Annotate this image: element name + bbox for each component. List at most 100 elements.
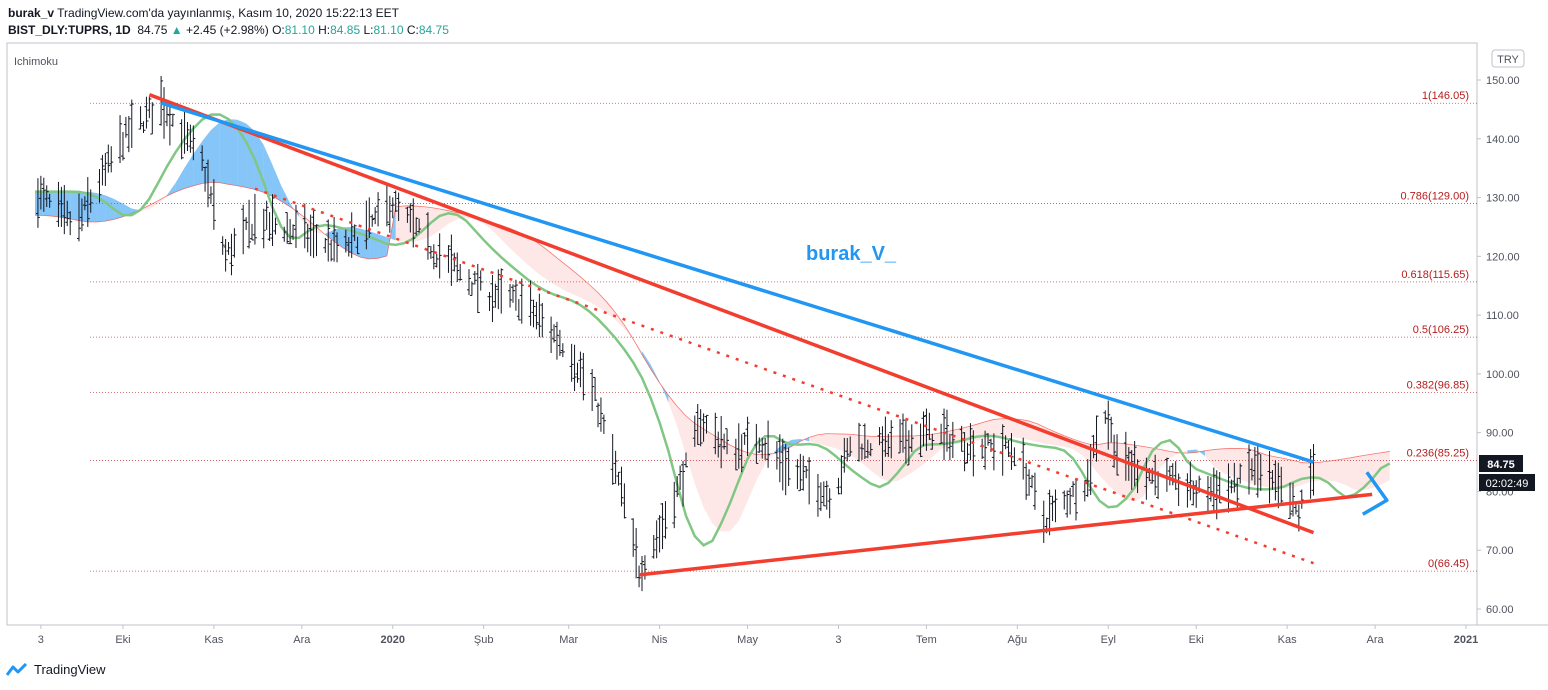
ohlc-bar: [927, 412, 932, 440]
ohlc-bar: [575, 362, 580, 383]
symbol-name[interactable]: BIST_DLY:TUPRS, 1D: [8, 23, 131, 37]
cloud-bear-segment: [158, 195, 167, 205]
ohlc-bar: [549, 316, 554, 354]
currency-badge-box[interactable]: [1491, 49, 1525, 68]
cloud-bull-segment: [202, 130, 211, 184]
ohlc-bar: [939, 423, 944, 445]
cloud-bear-segment: [712, 434, 722, 532]
cloud-bull-segment: [650, 364, 660, 383]
ohlc-bar: [252, 193, 257, 245]
ohlc-bar: [41, 177, 46, 212]
ohlc-bar: [1273, 460, 1278, 501]
x-tick-label: Ağu: [1008, 634, 1028, 646]
time-axis[interactable]: 3 Eki Kas Ara 2020 Şub Mar Nis May 3 Tem Ağu Eyl Eki K…: [38, 625, 1478, 646]
publish-info: burak_v TradingView.com'da yayınlanmış, …: [8, 6, 399, 20]
ohlc-bar: [692, 415, 697, 447]
ohlc-bar: [1030, 474, 1035, 489]
cloud-bear-segment: [510, 228, 519, 257]
ohlc-bar: [232, 228, 237, 258]
ohlc-bar: [106, 144, 111, 173]
ohlc-bar: [455, 252, 460, 282]
trend-line-red-dotted[interactable]: [254, 187, 1314, 565]
cloud-bull-segment: [369, 231, 379, 260]
ohlc-bar: [68, 211, 73, 236]
close-label: C:: [406, 23, 419, 37]
ohlc-bar: [698, 409, 703, 447]
ohlc-bar: [44, 185, 49, 208]
ohlc-bar: [1270, 470, 1275, 490]
trend-line-red-upper[interactable]: [148, 93, 1315, 535]
close-value: 84.75: [418, 23, 449, 37]
ohlc-bar: [118, 115, 123, 164]
ohlc-bar: [560, 343, 565, 358]
ohlc-bar: [942, 408, 947, 461]
y-tick-label: 150.00: [1486, 75, 1520, 87]
ohlc-bar: [1247, 444, 1252, 495]
ohlc-bar: [1091, 434, 1096, 459]
cloud-bear-segment: [1213, 448, 1223, 473]
cloud-bear-segment: [1284, 458, 1293, 489]
trend-lines[interactable]: [148, 93, 1389, 577]
x-tick-label: Ara: [1367, 634, 1385, 646]
ohlc-bar: [596, 402, 601, 428]
cloud-bear-segment: [149, 200, 159, 210]
price-axis[interactable]: 150.00 140.00 130.00 120.00 110.00 100.00 90.0…: [1477, 75, 1520, 616]
trend-line-blue-upper[interactable]: [160, 101, 1315, 464]
author-name[interactable]: burak_v: [8, 6, 55, 20]
cloud-bear-segment: [1249, 449, 1258, 486]
tradingview-footer[interactable]: TradingView: [6, 662, 106, 677]
trend-line-red-support[interactable]: [638, 492, 1373, 577]
open-value: 81.10: [284, 23, 315, 37]
fibonacci-levels: 1(146.05) 0.786(129.00) 0.618(115.65) 0.5(1…: [90, 90, 1477, 572]
ohlc-bar: [616, 471, 621, 486]
ohlc-bar: [742, 432, 747, 445]
cloud-bull-segment: [281, 185, 291, 207]
currency-badge[interactable]: TRY: [1497, 54, 1519, 66]
x-tick-label: Kas: [204, 634, 223, 646]
ohlc-bar: [302, 203, 307, 249]
cloud-bear-segment: [1257, 451, 1267, 488]
ohlc-bar: [903, 420, 908, 464]
ohlc-bar: [129, 99, 134, 148]
arrow-drawing[interactable]: [1361, 471, 1389, 516]
ohlc-bar: [1185, 473, 1190, 508]
ohlc-bar: [991, 433, 996, 471]
cloud-bear-segment: [923, 434, 933, 465]
ohlc-bar: [85, 177, 90, 227]
ohlc-bar: [918, 423, 923, 458]
cloud-bear-segment: [1301, 462, 1311, 485]
ohlc-bar: [868, 443, 873, 457]
ohlc-bar: [65, 200, 70, 227]
ohlc-bar: [1290, 482, 1295, 517]
tradingview-brand[interactable]: TradingView: [34, 662, 106, 677]
ohlc-bar: [1191, 480, 1196, 506]
ohlc-bar: [660, 503, 665, 550]
cloud-bear-segment: [914, 435, 924, 471]
ohlc-bar: [804, 466, 809, 479]
fib-level-label: 0.786(129.00): [1401, 190, 1470, 202]
cloud-bull-segment: [105, 195, 115, 222]
ohlc-bar: [528, 280, 533, 326]
cloud-bear-segment: [571, 269, 581, 298]
ohlc-bar: [704, 414, 709, 434]
cloud-bear-segment: [1240, 448, 1250, 483]
ohlc-bar: [1232, 462, 1237, 493]
x-tick-label: Tem: [916, 634, 937, 646]
ohlc-bar: [326, 219, 331, 262]
cloud-bear-segment: [395, 205, 405, 243]
cloud-bear-segment: [1117, 442, 1126, 500]
cloud-bear-segment: [1161, 449, 1170, 467]
ohlc-bar: [760, 437, 765, 459]
ohlc-bar: [1167, 465, 1172, 486]
ohlc-bar: [100, 154, 105, 186]
ohlc-bar: [1024, 462, 1029, 500]
ohlc-bar: [824, 480, 829, 510]
ohlc-bar: [675, 476, 680, 497]
ohlc-bar: [1053, 489, 1058, 523]
ohlc-bar: [472, 271, 477, 285]
x-tick-label: Eyl: [1101, 634, 1116, 646]
ohlc-bar: [247, 199, 252, 249]
cloud-bear-segment: [677, 406, 686, 455]
ohlc-bar: [97, 168, 102, 203]
